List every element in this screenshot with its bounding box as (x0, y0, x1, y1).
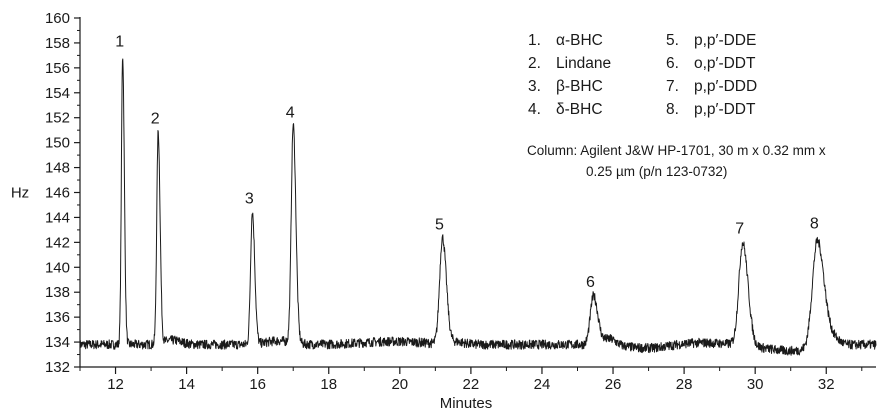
y-tick-label: 148 (45, 160, 70, 177)
y-tick-label: 134 (45, 334, 70, 351)
legend-item-number: 3. (528, 78, 541, 95)
peak-label: 4 (286, 104, 295, 121)
legend-item-name: p,p′-DDD (694, 78, 757, 95)
legend-item-name: β-BHC (556, 78, 603, 95)
y-tick-label: 150 (45, 135, 70, 152)
peak-label: 5 (435, 217, 444, 234)
x-tick-label: 16 (249, 376, 266, 393)
y-tick-label: 142 (45, 234, 70, 251)
y-tick-label: 132 (45, 359, 70, 376)
legend-item-name: Lindane (556, 55, 611, 72)
legend-item-number: 8. (666, 101, 679, 118)
y-tick-label: 138 (45, 284, 70, 301)
y-axis-title: Hz (11, 185, 29, 202)
legend-item-name: p,p′-DDT (694, 101, 756, 118)
column-annotation-line-1: Column: Agilent J&W HP-1701, 30 m x 0.32… (527, 143, 826, 158)
legend-item-number: 1. (528, 32, 541, 49)
y-tick-label: 160 (45, 10, 70, 27)
column-annotation-line-2: 0.25 µm (p/n 123-0732) (586, 164, 727, 179)
x-tick-label: 22 (463, 376, 480, 393)
peak-label: 6 (586, 274, 595, 291)
legend-item-number: 2. (528, 55, 541, 72)
peak-label: 2 (151, 111, 160, 128)
legend-item-number: 5. (666, 32, 679, 49)
x-tick-label: 28 (676, 376, 693, 393)
y-tick-label: 136 (45, 309, 70, 326)
peak-label: 8 (810, 215, 819, 232)
legend-item-number: 6. (666, 55, 679, 72)
x-tick-label: 30 (747, 376, 764, 393)
y-tick-label: 140 (45, 259, 70, 276)
x-tick-label: 14 (178, 376, 195, 393)
column-annotation: Column: Agilent J&W HP-1701, 30 m x 0.32… (527, 143, 826, 179)
y-tick-label: 152 (45, 110, 70, 127)
peak-labels: 1 2 3 4 5 6 7 8 (115, 33, 819, 291)
chromatogram-trace (79, 58, 877, 356)
x-tick-label: 26 (605, 376, 622, 393)
y-tick-label: 144 (45, 209, 70, 226)
x-tick-label: 18 (320, 376, 337, 393)
legend-item-name: δ-BHC (556, 101, 603, 118)
legend-item-name: o,p′-DDT (694, 55, 756, 72)
legend: 1. α-BHC 2. Lindane 3. β-BHC 4. δ-BHC 5. p,p′-DDE… (528, 32, 757, 118)
legend-item-number: 7. (666, 78, 679, 95)
x-axis-ticks: 12 14 16 18 20 22 24 26 28 30 32 (79, 367, 863, 393)
peak-label: 1 (115, 33, 124, 50)
x-tick-label: 20 (391, 376, 408, 393)
y-tick-label: 154 (45, 85, 70, 102)
legend-item-number: 4. (528, 101, 541, 118)
y-tick-label: 146 (45, 185, 70, 202)
x-tick-label: 32 (818, 376, 835, 393)
axes: 1321341361381401421441461481501521541561… (45, 10, 876, 393)
y-axis-ticks: 132 134 136 138 140 142 144 146 148 150 152 154 156 1… (45, 10, 80, 376)
x-tick-label: 24 (534, 376, 551, 393)
x-tick-label: 12 (107, 376, 124, 393)
legend-item-name: α-BHC (556, 32, 603, 49)
y-tick-label: 158 (45, 35, 70, 52)
peak-label: 3 (245, 190, 254, 207)
legend-item-name: p,p′-DDE (694, 32, 756, 49)
x-axis-title: Minutes (440, 395, 493, 412)
y-tick-label: 156 (45, 60, 70, 77)
peak-label: 7 (735, 220, 744, 237)
